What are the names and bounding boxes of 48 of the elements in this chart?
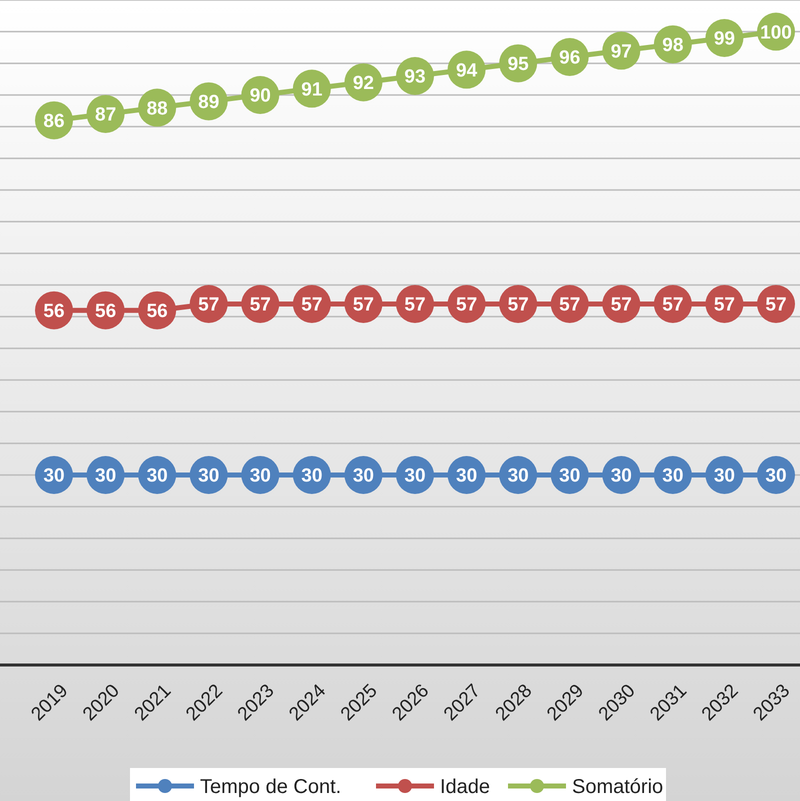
- data-label: 90: [250, 86, 271, 107]
- data-label: 57: [456, 294, 478, 316]
- data-label: 56: [146, 300, 168, 322]
- legend-label: Tempo de Cont.: [200, 776, 342, 798]
- data-label: 57: [250, 294, 271, 316]
- data-label: 99: [714, 28, 735, 50]
- data-label: 57: [198, 294, 220, 316]
- data-label: 98: [662, 34, 684, 56]
- data-label: 30: [610, 466, 632, 487]
- data-label: 30: [43, 466, 65, 487]
- legend-label: Idade: [440, 776, 490, 798]
- data-label: 57: [508, 294, 529, 316]
- data-label: 91: [301, 79, 323, 100]
- data-label: 30: [146, 466, 168, 487]
- data-label: 95: [508, 54, 530, 75]
- data-label: 57: [301, 294, 322, 316]
- data-label: 30: [250, 466, 271, 487]
- data-label: 87: [95, 104, 116, 126]
- data-label: 56: [95, 300, 116, 322]
- data-label: 88: [146, 98, 168, 120]
- data-label: 30: [456, 466, 478, 487]
- data-label: 30: [662, 466, 684, 487]
- data-label: 30: [352, 466, 374, 487]
- data-label: 57: [404, 294, 426, 316]
- data-label: 57: [662, 294, 684, 316]
- data-label: 57: [765, 294, 787, 316]
- data-label: 92: [352, 72, 374, 94]
- data-label: 89: [198, 92, 220, 113]
- data-label: 30: [301, 466, 322, 487]
- data-label: 30: [765, 466, 787, 487]
- data-label: 57: [714, 294, 735, 316]
- data-label: 57: [610, 294, 632, 316]
- data-label: 56: [43, 300, 65, 322]
- data-label: 30: [404, 466, 426, 487]
- data-label: 96: [559, 48, 580, 69]
- data-label: 30: [714, 466, 735, 487]
- legend-label: Somatório: [572, 776, 664, 798]
- data-label: 57: [559, 294, 580, 316]
- data-label: 100: [760, 22, 792, 44]
- data-label: 30: [198, 466, 220, 487]
- data-label: 57: [352, 294, 374, 316]
- data-label: 30: [559, 466, 580, 487]
- data-label: 30: [95, 466, 116, 487]
- data-label: 86: [43, 110, 65, 132]
- data-label: 30: [508, 466, 529, 487]
- data-label: 97: [610, 41, 632, 62]
- data-label: 94: [456, 60, 478, 82]
- data-label: 93: [404, 66, 426, 88]
